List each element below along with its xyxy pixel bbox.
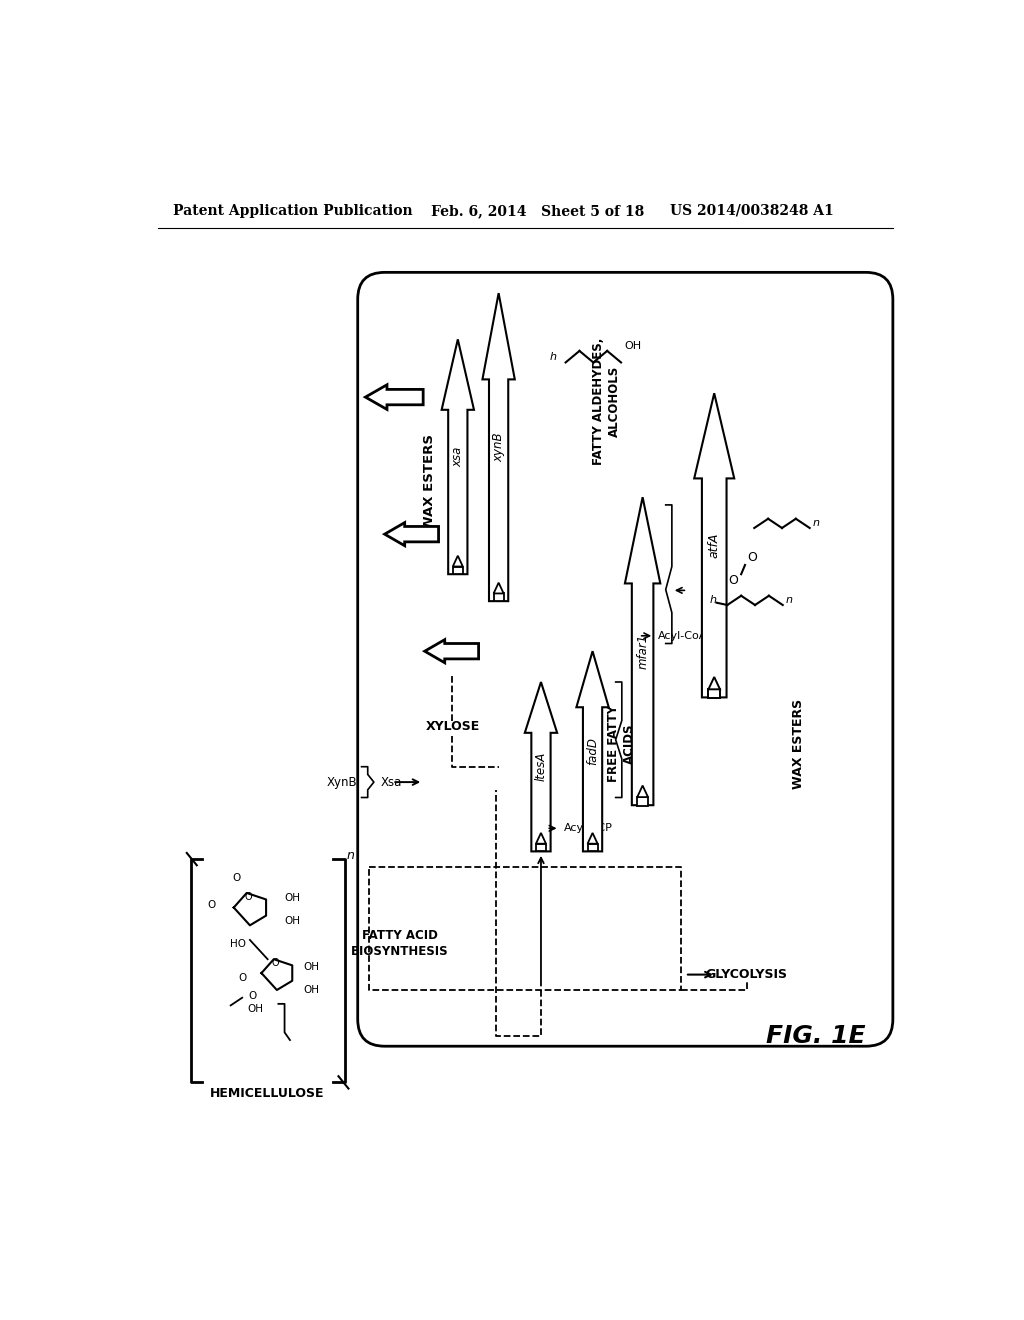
Bar: [536, 843, 546, 851]
Text: O: O: [248, 991, 256, 1001]
Text: OH: OH: [304, 985, 319, 995]
Text: atfA: atfA: [708, 533, 721, 558]
Text: h: h: [549, 352, 556, 362]
Polygon shape: [625, 498, 660, 805]
Bar: [494, 594, 504, 601]
Text: O: O: [239, 973, 247, 983]
Text: fadD: fadD: [586, 738, 599, 766]
Text: n: n: [813, 519, 820, 528]
Text: GLYCOLYSIS: GLYCOLYSIS: [706, 968, 787, 981]
Text: FATTY ACID
BIOSYNTHESIS: FATTY ACID BIOSYNTHESIS: [351, 929, 449, 958]
Text: OH: OH: [247, 1005, 263, 1014]
Text: WAX ESTERS: WAX ESTERS: [423, 434, 436, 529]
Text: FIG. 1E: FIG. 1E: [766, 1024, 865, 1048]
Text: O: O: [245, 892, 252, 902]
Text: O: O: [231, 874, 241, 883]
Text: XYLOSE: XYLOSE: [425, 721, 479, 733]
Text: FATTY ALDEHYDES,
ALCOHOLS: FATTY ALDEHYDES, ALCOHOLS: [592, 338, 621, 465]
Polygon shape: [588, 833, 598, 843]
Text: ltesA: ltesA: [535, 752, 548, 781]
Text: n: n: [347, 849, 354, 862]
Bar: [637, 797, 648, 805]
Polygon shape: [709, 677, 720, 689]
Text: FREE FATTY
ACIDS: FREE FATTY ACIDS: [606, 705, 636, 781]
Text: n: n: [785, 595, 793, 606]
Bar: [709, 689, 720, 698]
Text: xynB: xynB: [493, 433, 505, 462]
Polygon shape: [577, 651, 608, 851]
Polygon shape: [494, 582, 504, 594]
Text: OH: OH: [625, 341, 641, 351]
Text: US 2014/0038248 A1: US 2014/0038248 A1: [670, 203, 834, 218]
Text: Xsa: Xsa: [381, 776, 402, 788]
Polygon shape: [453, 556, 463, 566]
Text: OH: OH: [285, 916, 301, 925]
Text: Acyl-CoA: Acyl-CoA: [658, 631, 708, 640]
Text: HEMICELLULOSE: HEMICELLULOSE: [210, 1088, 325, 1101]
Text: WAX ESTERS: WAX ESTERS: [793, 698, 806, 788]
Polygon shape: [385, 523, 438, 545]
Polygon shape: [425, 640, 478, 663]
Text: Feb. 6, 2014   Sheet 5 of 18: Feb. 6, 2014 Sheet 5 of 18: [431, 203, 644, 218]
Bar: [588, 843, 598, 851]
Text: mfar1: mfar1: [636, 634, 649, 669]
Polygon shape: [536, 833, 546, 843]
Text: OH: OH: [285, 892, 301, 903]
FancyBboxPatch shape: [357, 272, 893, 1047]
Bar: [453, 566, 463, 574]
Text: XynB: XynB: [327, 776, 357, 788]
Text: HO: HO: [230, 939, 246, 949]
Polygon shape: [694, 393, 734, 697]
Text: O: O: [728, 574, 738, 587]
Text: O: O: [271, 958, 280, 968]
Text: Acyl-ACP: Acyl-ACP: [564, 824, 613, 833]
Polygon shape: [366, 385, 423, 409]
Text: OH: OH: [304, 962, 319, 972]
Text: xsa: xsa: [452, 446, 464, 467]
Text: Patent Application Publication: Patent Application Publication: [173, 203, 413, 218]
Text: O: O: [748, 550, 757, 564]
Polygon shape: [524, 682, 557, 851]
Polygon shape: [637, 785, 648, 797]
Polygon shape: [482, 293, 515, 601]
Polygon shape: [441, 339, 474, 574]
Text: h: h: [710, 595, 717, 606]
Text: O: O: [207, 900, 215, 911]
